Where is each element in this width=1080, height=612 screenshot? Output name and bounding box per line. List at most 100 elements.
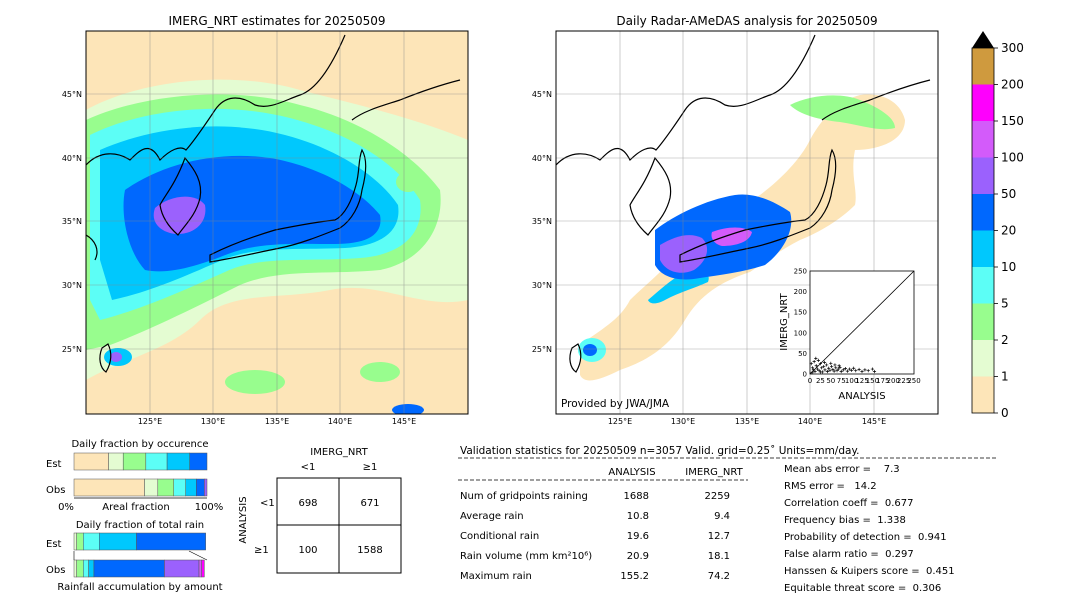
scatter-point xyxy=(822,364,826,369)
right-map: Daily Radar-AMeDAS analysis for 20250509 xyxy=(532,14,939,426)
occurrence-xtick-left: 0% xyxy=(58,502,74,513)
left-map-grid xyxy=(86,31,468,414)
left-lon-label: 145°E xyxy=(392,417,416,426)
colorbar-segment xyxy=(972,230,994,267)
left-lat-label: 35°N xyxy=(62,217,82,226)
right-radar-100mm xyxy=(711,227,752,246)
scatter-point xyxy=(845,369,850,373)
scatter-point xyxy=(872,369,877,374)
colorbar-tick-label: 0 xyxy=(1001,406,1009,420)
scatter-ytick-label: 150 xyxy=(794,309,807,317)
colorbar-segment xyxy=(972,157,994,194)
right-lat-label: 45°N xyxy=(532,90,552,99)
contingency-col-label: <1 xyxy=(301,462,316,473)
colorbar-tick-label: 50 xyxy=(1001,187,1016,201)
stats-row-analysis: 19.6 xyxy=(627,531,649,542)
scatter-point xyxy=(818,370,822,374)
stats-row-label: Average rain xyxy=(460,511,524,522)
stacked-bar-segment xyxy=(99,532,137,551)
occurrence-chart: Daily fraction by occurence Est Obs 0% 1… xyxy=(46,439,223,513)
scatter-point xyxy=(835,369,839,373)
stacked-bar-segment xyxy=(164,559,200,578)
score-line: Correlation coeff = 0.677 xyxy=(784,498,914,509)
stacked-bar-segment xyxy=(76,559,84,578)
left-lat-labels: 45°N 40°N 35°N 30°N 25°N xyxy=(62,90,82,354)
contingency-table: IMERG_NRT <1 ≥1 ANALYSIS <1 ≥1 698 671 1… xyxy=(238,447,402,574)
scatter-ytick-label: 0 xyxy=(803,371,807,379)
colorbar-tick-label: 5 xyxy=(1001,297,1009,311)
scatter-point xyxy=(814,356,818,360)
contingency-row-label: ≥1 xyxy=(254,545,269,556)
right-map-title: Daily Radar-AMeDAS analysis for 20250509 xyxy=(616,14,877,28)
stats-row-imerg: 18.1 xyxy=(708,551,730,562)
left-lon-label: 135°E xyxy=(265,417,289,426)
left-lon-label: 140°E xyxy=(328,417,352,426)
scatter-xtick-label: 150 xyxy=(866,377,879,385)
right-coastlines xyxy=(556,34,931,373)
contingency-cell: 1588 xyxy=(357,545,382,556)
scatter-point xyxy=(811,368,815,372)
stacked-bar-segment xyxy=(136,532,206,551)
right-lon-label: 125°E xyxy=(608,417,632,426)
scatter-points xyxy=(809,356,877,375)
scatter-point xyxy=(814,364,818,368)
score-line: RMS error = 14.2 xyxy=(784,481,877,492)
right-lat-label: 40°N xyxy=(532,154,552,163)
total-rain-xlabel: Rainfall accumulation by amount xyxy=(57,582,222,593)
right-lon-label: 130°E xyxy=(671,417,695,426)
right-lon-label: 145°E xyxy=(862,417,886,426)
right-lat-labels: 45°N 40°N 35°N 30°N 25°N xyxy=(532,90,552,354)
stacked-bar-segment xyxy=(201,559,205,578)
scatter-point xyxy=(828,368,832,372)
left-rain-patch-south xyxy=(225,370,285,394)
scatter-point xyxy=(833,363,837,367)
stats-row-label: Conditional rain xyxy=(460,531,539,542)
scatter-ytick-label: 100 xyxy=(794,329,807,337)
stats-header: Validation statistics for 20250509 n=305… xyxy=(460,445,860,457)
scatter-xtick-label: 250 xyxy=(907,377,920,385)
scatter-point xyxy=(827,366,831,370)
scatter-point xyxy=(854,369,858,373)
scatter-diagonal xyxy=(809,270,915,375)
colorbar-tick-label: 1 xyxy=(1001,370,1009,384)
left-lat-label: 45°N xyxy=(62,90,82,99)
scatter-point xyxy=(836,367,840,371)
contingency-row-title: ANALYSIS xyxy=(238,496,249,543)
occurrence-bars xyxy=(73,452,208,497)
stats-row-imerg: 12.7 xyxy=(708,531,730,542)
validation-stats: Validation statistics for 20250509 n=305… xyxy=(458,445,996,594)
scatter-xtick-label: 200 xyxy=(887,377,900,385)
scatter-point xyxy=(813,369,817,374)
stacked-bar-segment xyxy=(144,478,159,497)
stacked-bar-segment xyxy=(189,452,208,471)
stats-row-imerg: 9.4 xyxy=(714,511,730,522)
stacked-bar-segment xyxy=(122,452,147,471)
stacked-bar-segment xyxy=(83,559,89,578)
scatter-point xyxy=(857,367,861,372)
stacked-bar-segment xyxy=(73,452,109,471)
stats-row-imerg: 2259 xyxy=(705,491,730,502)
stats-row-label: Num of gridpoints raining xyxy=(460,491,588,502)
occurrence-xlabel: Areal fraction xyxy=(102,502,169,513)
scatter-point xyxy=(847,367,852,371)
occurrence-xtick-right: 100% xyxy=(195,502,224,513)
scatter-yticks: 0 50 100 150 200 250 xyxy=(794,268,807,379)
right-lat-label: 35°N xyxy=(532,217,552,226)
scatter-xtick-label: 0 xyxy=(808,377,812,385)
right-map-frame xyxy=(555,30,939,415)
colorbar-tick-label: 20 xyxy=(1001,224,1016,238)
occurrence-row-label-est: Est xyxy=(46,459,62,470)
right-lon-labels: 125°E 130°E 135°E 140°E 145°E xyxy=(608,417,886,426)
contingency-title: IMERG_NRT xyxy=(310,447,368,458)
colorbar-segment xyxy=(972,303,994,340)
left-lon-label: 125°E xyxy=(138,417,162,426)
stacked-bar-segment xyxy=(157,478,174,497)
contingency-col-label: ≥1 xyxy=(363,462,378,473)
scatter-xtick-label: 100 xyxy=(845,377,858,385)
total-rain-connector-2 xyxy=(188,550,208,561)
contingency-cell: 671 xyxy=(360,498,379,509)
scatter-xtick-label: 50 xyxy=(826,377,835,385)
stats-row-label: Rain volume (mm km²10⁶) xyxy=(460,551,592,562)
right-radar-2mm xyxy=(790,95,895,130)
